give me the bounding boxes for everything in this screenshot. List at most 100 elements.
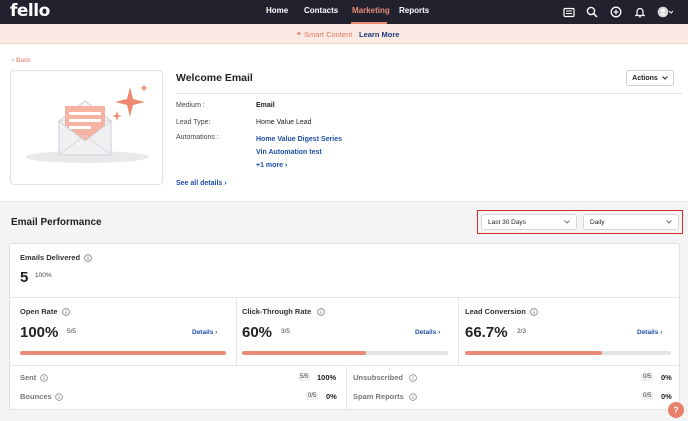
nav-reports[interactable]: Reports: [399, 6, 430, 15]
stat-label-unsubscribed: Unsubscribed: [353, 373, 404, 382]
stat-fraction: 0/5: [641, 392, 654, 400]
see-all-details-link[interactable]: See all details ›: [176, 180, 227, 187]
fello-logo[interactable]: fello: [10, 1, 50, 21]
performance-card: Emails Delivered 5 100% Open Rate 100% 5…: [9, 243, 680, 410]
medium-label: Medium :: [176, 102, 205, 109]
metric-value: 66.7%: [465, 324, 508, 341]
bar-fill: [242, 351, 366, 355]
stat-label-sent: Sent: [20, 373, 37, 382]
chevron-down-icon: [661, 76, 668, 80]
row-divider: [10, 365, 679, 366]
automation-link[interactable]: Home Value Digest Series: [256, 136, 342, 143]
nav-home[interactable]: Home: [266, 6, 289, 15]
bar-fill: [465, 351, 603, 355]
open-rate-bar: [20, 351, 226, 355]
date-range-select[interactable]: Last 30 Days: [481, 214, 577, 230]
info-icon[interactable]: [55, 393, 63, 401]
metric-value: 100%: [20, 324, 59, 341]
details-label: Details: [192, 329, 214, 336]
chevron-right-icon: ›: [215, 329, 218, 336]
add-circle-icon[interactable]: [608, 4, 624, 20]
back-link[interactable]: ‹ Back: [12, 57, 30, 64]
stat-pct: 0%: [661, 392, 672, 401]
bell-icon[interactable]: [632, 4, 648, 20]
see-all-label: See all details: [176, 180, 223, 187]
lead-type-value: Home Value Lead: [256, 119, 312, 126]
info-icon[interactable]: [409, 393, 417, 401]
info-icon[interactable]: [40, 374, 48, 382]
automation-link[interactable]: Vin Automation test: [256, 149, 322, 156]
help-button[interactable]: ?: [668, 402, 684, 418]
nav-marketing[interactable]: Marketing: [352, 6, 390, 15]
ctr-details-link[interactable]: Details ›: [415, 329, 440, 336]
stat-label-spam-reports: Spam Reports: [353, 392, 404, 401]
banner-text: Smart Content: [304, 30, 353, 39]
bar-fill: [20, 351, 226, 355]
lead-conversion-bar: [465, 351, 671, 355]
metric-value: 60%: [242, 324, 273, 341]
sparkle-icon: ✦: [296, 31, 302, 38]
interval-value: Daily: [590, 218, 605, 226]
chevron-down-icon: [564, 220, 570, 224]
avatar-icon[interactable]: [657, 4, 673, 20]
metric-label: Open Rate: [20, 307, 58, 316]
metric-fraction: 2/3: [517, 328, 527, 335]
nav-active-indicator: [351, 22, 387, 24]
column-divider: [236, 297, 237, 365]
stat-pct: 0%: [326, 392, 337, 401]
ctr-bar: [242, 351, 448, 355]
stat-pct: 100%: [317, 373, 337, 382]
stat-pct: 0%: [661, 373, 672, 382]
info-icon[interactable]: [62, 308, 70, 316]
email-title: Welcome Email: [176, 72, 253, 84]
learn-more-link[interactable]: Learn More: [359, 30, 400, 39]
info-icon[interactable]: [84, 254, 92, 262]
emails-delivered-label: Emails Delivered: [20, 253, 81, 262]
chevron-left-icon: ‹: [12, 57, 15, 64]
details-label: Details: [637, 329, 659, 336]
back-label: Back: [15, 57, 31, 64]
stat-label-bounces: Bounces: [20, 392, 52, 401]
chevron-right-icon: ›: [438, 329, 441, 336]
details-label: Details: [415, 329, 437, 336]
actions-label: Actions: [632, 74, 658, 82]
chevron-right-icon: ›: [660, 329, 663, 336]
details-divider: [176, 93, 682, 94]
more-automations-link[interactable]: +1 more ›: [256, 162, 287, 169]
filter-highlight-box: [477, 210, 683, 234]
info-icon[interactable]: [409, 374, 417, 382]
stat-fraction: 5/5: [298, 373, 311, 381]
stat-fraction: 0/5: [306, 392, 319, 400]
top-nav: fello Home Contacts Marketing Reports: [0, 0, 688, 24]
row-divider: [10, 297, 679, 298]
automations-label: Automations :: [176, 134, 219, 141]
chevron-right-icon: ›: [224, 180, 227, 187]
smart-content-banner: ✦ Smart Content Learn More: [0, 24, 688, 44]
stat-fraction: 0/5: [641, 373, 654, 381]
chevron-down-icon: [666, 220, 672, 224]
newspaper-icon[interactable]: [561, 4, 577, 20]
emails-delivered-value: 5: [20, 269, 29, 286]
envelope-illustration-icon: [25, 84, 149, 163]
chevron-right-icon: ›: [285, 162, 288, 169]
search-icon[interactable]: [584, 4, 600, 20]
lead-conversion-details-link[interactable]: Details ›: [637, 329, 662, 336]
metric-fraction: 3/5: [281, 328, 291, 335]
info-icon[interactable]: [530, 308, 538, 316]
open-rate-details-link[interactable]: Details ›: [192, 329, 217, 336]
emails-delivered-pct: 100%: [35, 272, 52, 279]
metric-label: Click-Through Rate: [242, 307, 312, 316]
performance-title: Email Performance: [11, 217, 102, 228]
interval-select[interactable]: Daily: [583, 214, 679, 230]
info-icon[interactable]: [317, 308, 325, 316]
medium-value: Email: [256, 102, 275, 109]
date-range-value: Last 30 Days: [488, 218, 526, 226]
nav-contacts[interactable]: Contacts: [304, 6, 339, 15]
metric-fraction: 5/5: [67, 328, 77, 335]
email-preview-card[interactable]: [10, 70, 163, 185]
more-label: +1 more: [256, 162, 284, 169]
column-divider: [346, 365, 347, 410]
column-divider: [458, 297, 459, 365]
lead-type-label: Lead Type:: [176, 119, 211, 126]
actions-button[interactable]: Actions: [626, 70, 674, 86]
